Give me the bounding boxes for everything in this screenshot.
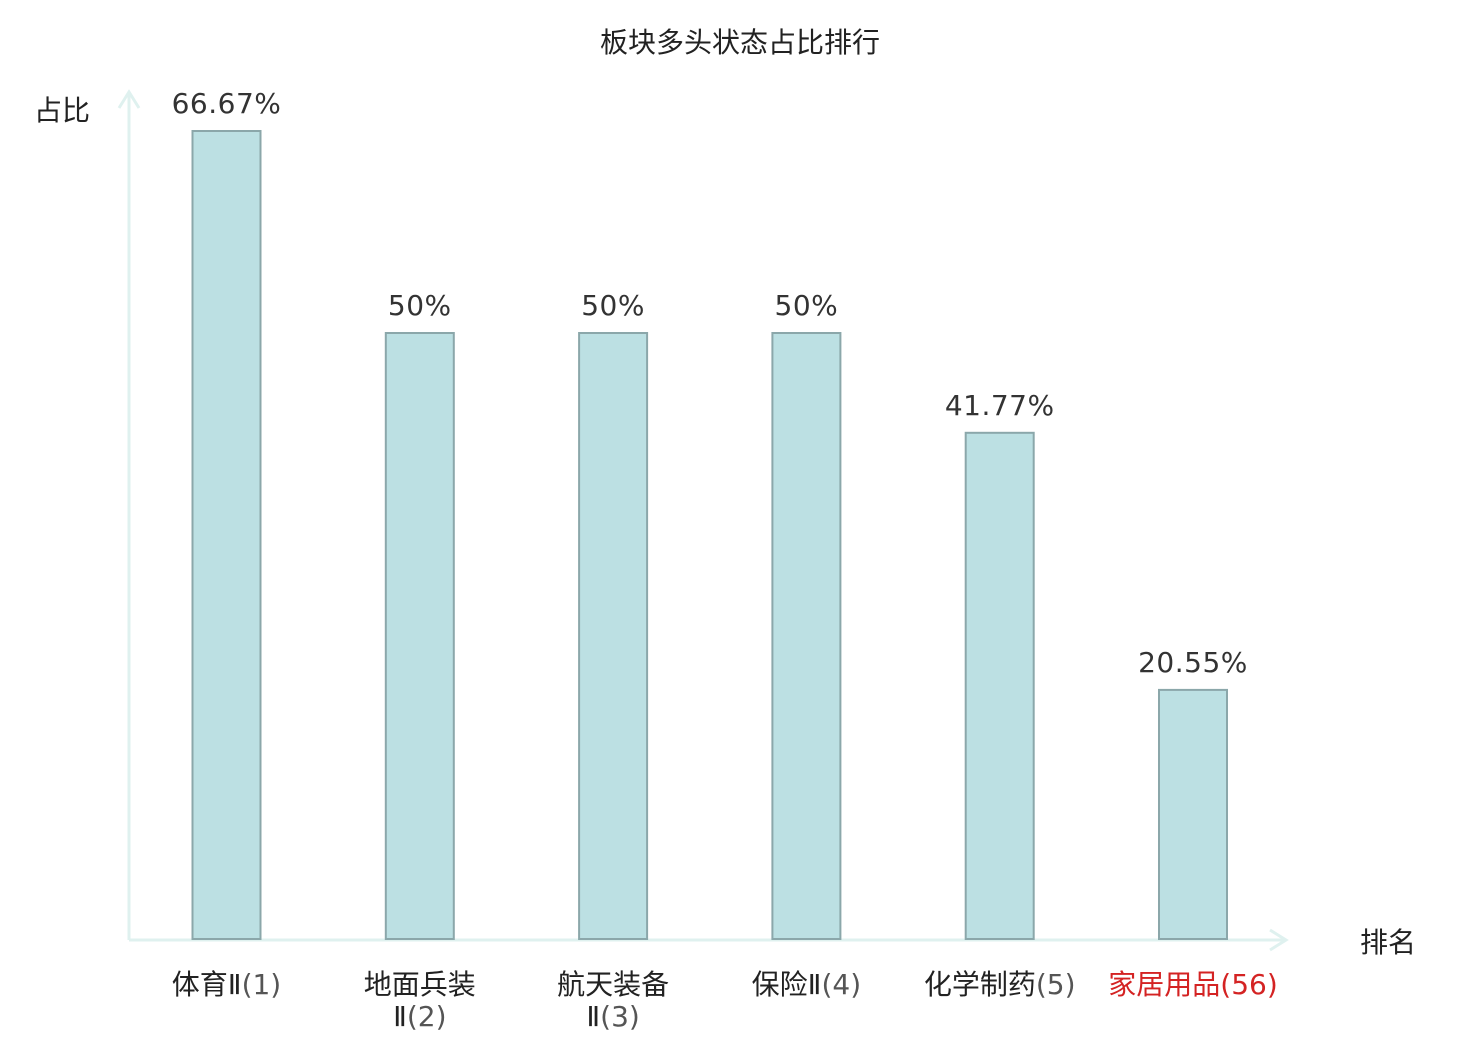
category-name: 地面兵装	[364, 968, 476, 1001]
bar	[1158, 688, 1228, 941]
category-label: 保险Ⅱ(4)	[752, 968, 861, 1001]
x-axis-arrow	[1269, 928, 1289, 952]
x-axis-label: 排名	[1360, 926, 1416, 959]
value-labels: 66.67% 50% 50% 50% 41.77% 20.55%	[172, 87, 1248, 679]
category-label: 地面兵装 Ⅱ(2)	[364, 968, 476, 1033]
axes	[117, 89, 1289, 952]
category-rank: (5)	[1036, 968, 1076, 1001]
category-label: 化学制药(5)	[924, 968, 1076, 1001]
value-label: 66.67%	[172, 87, 282, 120]
category-name: 体育Ⅱ	[172, 968, 242, 1001]
bar	[384, 332, 455, 940]
y-axis-label: 占比	[34, 94, 90, 127]
value-label: 50%	[581, 289, 645, 322]
category-name: Ⅱ	[586, 1000, 600, 1033]
category-label: 体育Ⅱ(1)	[172, 968, 281, 1001]
category-label: 家居用品(56)	[1108, 968, 1278, 1001]
bar-series	[191, 130, 1228, 941]
category-name: 航天装备	[557, 968, 669, 1001]
category-rank: (56)	[1220, 968, 1277, 1001]
bar	[191, 130, 262, 940]
category-rank: (3)	[600, 1000, 640, 1033]
value-label: 50%	[775, 289, 839, 322]
bar	[771, 332, 842, 940]
value-label: 50%	[388, 289, 452, 322]
category-name: 家居用品	[1108, 968, 1220, 1001]
category-name: 保险Ⅱ	[752, 968, 822, 1001]
category-label: 航天装备 Ⅱ(3)	[557, 968, 669, 1033]
y-axis-arrow	[117, 89, 141, 109]
value-label: 41.77%	[945, 389, 1055, 422]
chart-title: 板块多头状态占比排行	[600, 26, 880, 59]
category-name: Ⅱ	[393, 1000, 407, 1033]
bar	[964, 431, 1035, 940]
category-rank: (4)	[821, 968, 861, 1001]
value-label: 20.55%	[1138, 646, 1248, 679]
bar	[578, 332, 649, 940]
category-rank: (2)	[407, 1000, 447, 1033]
category-labels: 体育Ⅱ(1) 地面兵装 Ⅱ(2)航天装备 Ⅱ(3)保险Ⅱ(4) 化学制药(5) 家居用品(…	[172, 968, 1278, 1033]
category-rank: (1)	[242, 968, 282, 1001]
category-name: 化学制药	[924, 968, 1036, 1001]
